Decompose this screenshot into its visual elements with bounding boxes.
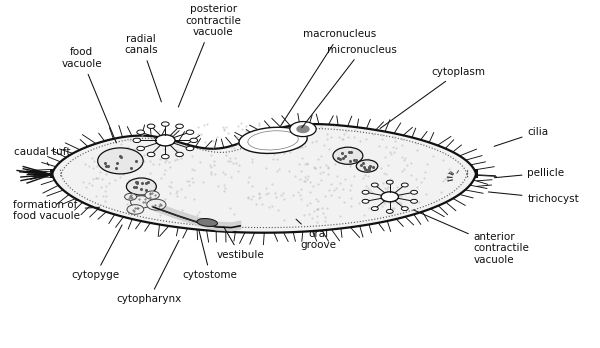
Circle shape xyxy=(127,178,157,195)
Circle shape xyxy=(290,121,316,137)
Text: trichocyst: trichocyst xyxy=(488,192,579,204)
Text: macronucleus: macronucleus xyxy=(281,29,376,126)
Text: cytoplasm: cytoplasm xyxy=(380,67,485,128)
Circle shape xyxy=(386,209,393,213)
Circle shape xyxy=(147,152,155,157)
Circle shape xyxy=(127,205,144,214)
Text: oral
groove: oral groove xyxy=(296,219,336,250)
Text: anterior
contractile
vacuole: anterior contractile vacuole xyxy=(413,210,529,265)
Circle shape xyxy=(133,138,140,143)
Circle shape xyxy=(381,192,398,202)
Circle shape xyxy=(176,124,184,128)
Circle shape xyxy=(386,180,393,184)
Circle shape xyxy=(297,126,309,133)
Circle shape xyxy=(161,155,169,159)
Circle shape xyxy=(371,207,378,211)
Circle shape xyxy=(190,138,197,143)
Text: cilia: cilia xyxy=(494,127,548,146)
Circle shape xyxy=(356,160,378,172)
Circle shape xyxy=(362,199,369,203)
Text: cytopharynx: cytopharynx xyxy=(116,240,182,304)
Text: pellicle: pellicle xyxy=(494,168,565,178)
Circle shape xyxy=(401,207,408,211)
Circle shape xyxy=(410,190,418,194)
Circle shape xyxy=(176,152,184,157)
Circle shape xyxy=(333,147,363,164)
Text: cytopyge: cytopyge xyxy=(71,225,122,280)
Circle shape xyxy=(155,135,175,146)
Circle shape xyxy=(131,196,152,208)
Text: food
vacuole: food vacuole xyxy=(61,47,116,143)
Circle shape xyxy=(371,183,378,187)
Circle shape xyxy=(145,191,160,199)
Text: vestibule: vestibule xyxy=(216,227,264,260)
Text: posterior
contractile
vacuole: posterior contractile vacuole xyxy=(178,4,241,107)
Text: cytostome: cytostome xyxy=(183,230,238,280)
Circle shape xyxy=(410,199,418,203)
Circle shape xyxy=(161,122,169,126)
Circle shape xyxy=(147,124,155,128)
Text: formation of
food vacuole: formation of food vacuole xyxy=(13,200,100,221)
Text: micronucleus: micronucleus xyxy=(302,45,397,128)
Circle shape xyxy=(362,190,369,194)
Circle shape xyxy=(186,146,194,151)
Circle shape xyxy=(137,146,145,151)
Circle shape xyxy=(186,130,194,134)
Circle shape xyxy=(137,130,145,134)
Text: radial
canals: radial canals xyxy=(125,34,161,102)
Circle shape xyxy=(401,183,408,187)
Text: caudal tuft: caudal tuft xyxy=(14,147,70,165)
Circle shape xyxy=(125,193,137,200)
Circle shape xyxy=(147,199,166,210)
Circle shape xyxy=(98,148,143,174)
Polygon shape xyxy=(52,124,476,233)
Ellipse shape xyxy=(197,219,217,227)
Ellipse shape xyxy=(239,127,307,153)
